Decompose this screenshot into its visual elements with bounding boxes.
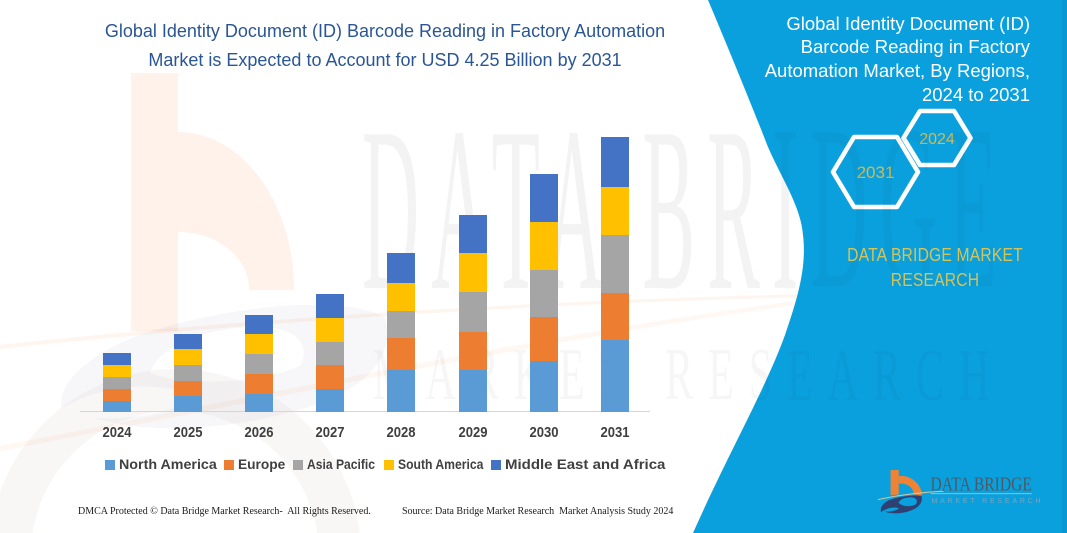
svg-text:DATA BRIDGE: DATA BRIDGE xyxy=(931,473,1032,495)
svg-text:2024: 2024 xyxy=(919,131,955,148)
svg-text:2031: 2031 xyxy=(857,163,895,182)
svg-text:MARKET RESEARCH: MARKET RESEARCH xyxy=(373,335,1004,417)
svg-text:DATA BRIDGE: DATA BRIDGE xyxy=(362,77,1009,337)
svg-text:MARKET RESEARCH: MARKET RESEARCH xyxy=(932,498,1044,505)
